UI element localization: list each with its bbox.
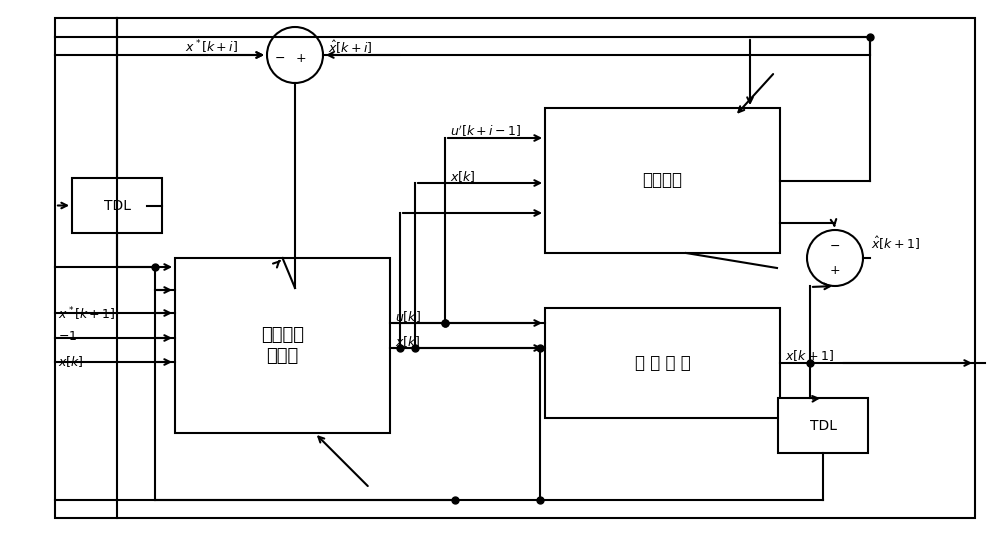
Text: $x^*[k+i]$: $x^*[k+i]$ — [185, 38, 238, 56]
Bar — [175, 258, 390, 433]
Text: $x^*[k+1]$: $x^*[k+1]$ — [58, 305, 116, 323]
Text: $x[k+1]$: $x[k+1]$ — [785, 348, 834, 363]
Text: $+$: $+$ — [829, 264, 841, 277]
Text: TDL: TDL — [810, 419, 836, 433]
Text: $-1$: $-1$ — [58, 330, 77, 343]
Text: 神经网络
控制器: 神经网络 控制器 — [261, 326, 304, 365]
Text: TDL: TDL — [104, 199, 130, 213]
Bar — [545, 108, 780, 253]
Text: $x[k]$: $x[k]$ — [450, 169, 476, 184]
Text: $u[k]$: $u[k]$ — [395, 309, 421, 324]
Bar — [778, 398, 868, 453]
Text: $+$: $+$ — [295, 52, 306, 66]
Text: $\hat{x}[k+1]$: $\hat{x}[k+1]$ — [871, 234, 920, 252]
Text: $u'[k+i-1]$: $u'[k+i-1]$ — [450, 124, 521, 139]
Text: $-$: $-$ — [829, 239, 841, 252]
Text: $x[k]$: $x[k]$ — [58, 354, 84, 369]
Text: $-$: $-$ — [274, 51, 285, 64]
Text: 被 控 对 象: 被 控 对 象 — [635, 354, 690, 372]
Bar — [545, 308, 780, 418]
Text: $\hat{x}[k+i]$: $\hat{x}[k+i]$ — [328, 38, 372, 55]
Text: 预测模型: 预测模型 — [642, 171, 682, 190]
Text: $x[k]$: $x[k]$ — [395, 334, 421, 349]
Bar — [72, 178, 162, 233]
